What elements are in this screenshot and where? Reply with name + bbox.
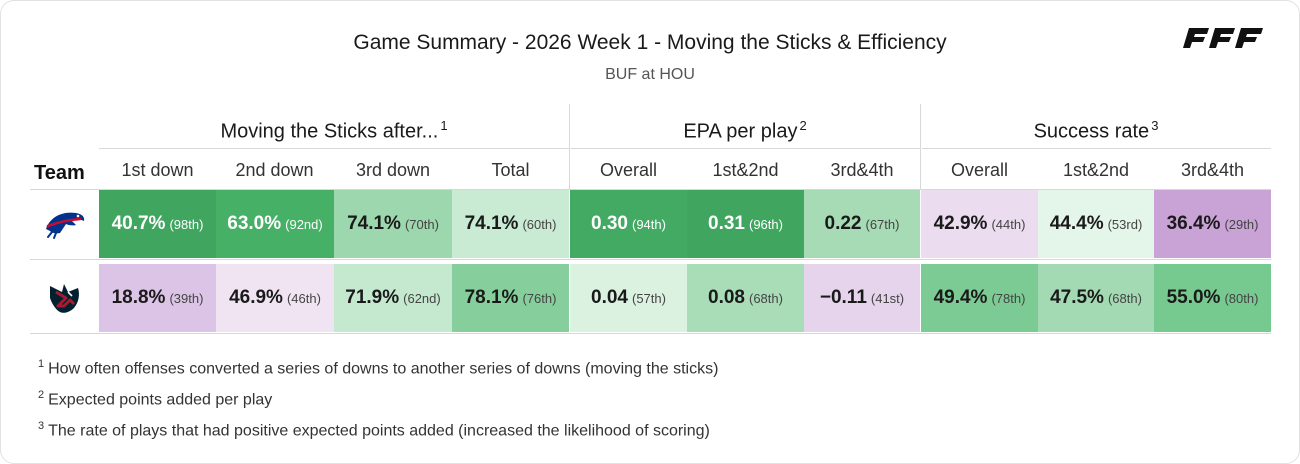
group-underline (99, 148, 569, 149)
stat-cell: 78.1% (76th) (452, 264, 569, 332)
team-logo-hou (30, 264, 98, 332)
stat-rank: (76th) (522, 290, 557, 306)
stat-value: 71.9% (345, 287, 400, 308)
stat-value: 74.1% (464, 213, 519, 234)
stat-cell: 42.9% (44th) (921, 190, 1038, 258)
stat-cell: 40.7% (98th) (99, 190, 216, 258)
stat-value: 0.30 (591, 213, 628, 234)
stat-value: 0.31 (708, 213, 745, 234)
group-divider (569, 104, 570, 190)
stat-value: 44.4% (1049, 213, 1104, 234)
stat-value: 42.9% (933, 213, 988, 234)
column-header: 3rd&4th (1180, 160, 1245, 180)
stat-rank: (80th) (1224, 290, 1259, 306)
stat-cell: 49.4% (78th) (921, 264, 1038, 332)
stat-value: 74.1% (347, 213, 401, 234)
stat-rank: (46th) (286, 290, 321, 306)
bills-logo-icon (46, 212, 85, 239)
group-underline (571, 148, 920, 149)
stat-cell: 63.0% (92nd) (216, 190, 334, 258)
stat-cell: 0.30 (94th) (570, 190, 687, 258)
group-header-moving-sticks: Moving the Sticks after... 1 (220, 118, 448, 143)
stat-rank: (39th) (169, 290, 204, 306)
stat-value: 47.5% (1050, 287, 1104, 308)
stat-cell: 18.8% (39th) (99, 264, 216, 332)
group-header-epa: EPA per play 2 (683, 118, 807, 143)
stat-rank: (96th) (749, 216, 783, 232)
stat-value: 0.08 (708, 287, 745, 308)
header-divider (30, 189, 1271, 190)
stat-rank: (57th) (632, 290, 666, 306)
stat-cell: 47.5% (68th) (1038, 264, 1154, 332)
column-header: 1st&2nd (712, 160, 779, 180)
column-header: 1st down (121, 160, 194, 180)
stat-rank: (68th) (1107, 290, 1142, 306)
stat-rank: (29th) (1224, 216, 1259, 232)
column-header: 1st&2nd (1062, 160, 1130, 180)
stat-value: 78.1% (464, 287, 519, 308)
stat-cell: 0.04 (57th) (570, 264, 687, 332)
group-underline (922, 148, 1271, 149)
stat-cell: 74.1% (60th) (452, 190, 569, 258)
column-header: Overall (950, 160, 1008, 180)
footnote-1: 1 How often offenses converted a series o… (38, 358, 719, 378)
stat-rank: (68th) (749, 290, 783, 306)
stat-value: 36.4% (1166, 213, 1221, 234)
stat-cell: 0.22 (67th) (804, 190, 920, 258)
column-header: 2nd down (235, 160, 314, 180)
stat-value: −0.11 (819, 287, 867, 308)
stat-rank: (41st) (870, 290, 905, 306)
stat-cell: 0.31 (96th) (687, 190, 804, 258)
stat-value: 55.0% (1166, 287, 1221, 308)
stat-value: 0.04 (591, 287, 628, 308)
row-divider (30, 333, 1271, 334)
game-subtitle: BUF at HOU (605, 66, 695, 83)
stat-cell: −0.11 (41st) (804, 264, 920, 332)
stat-value: 18.8% (111, 287, 166, 308)
column-header: 3rd down (355, 160, 431, 180)
group-header-success-rate: Success rate 3 (1033, 118, 1159, 143)
group-divider (920, 104, 921, 190)
stat-rank: (44th) (991, 216, 1026, 232)
stat-cell: 74.1% (70th) (334, 190, 452, 258)
stat-cell: 0.08 (68th) (687, 264, 804, 332)
stat-rank: (67th) (865, 216, 900, 232)
stat-cell: 36.4% (29th) (1154, 190, 1271, 258)
team-column-header: Team (34, 162, 85, 184)
footnote-2: 2 Expected points added per play (38, 389, 273, 409)
stat-rank: (62nd) (403, 290, 441, 306)
stat-rank: (78th) (991, 290, 1026, 306)
stat-cell: 44.4% (53rd) (1038, 190, 1154, 258)
stat-rank: (98th) (169, 216, 204, 232)
page-title: Game Summary - 2026 Week 1 - Moving the … (353, 31, 947, 54)
pff-logo-icon (1183, 28, 1263, 48)
team-logo-buf (30, 190, 98, 258)
stat-cell: 55.0% (80th) (1154, 264, 1271, 332)
footnote-3: 3 The rate of plays that had positive exp… (38, 420, 710, 440)
column-header: Overall (599, 160, 657, 180)
row-divider (30, 259, 1271, 260)
column-header: Total (491, 160, 530, 180)
stat-rank: (60th) (522, 216, 557, 232)
stat-value: 0.22 (824, 213, 862, 234)
stat-value: 49.4% (933, 287, 988, 308)
stat-value: 63.0% (227, 213, 282, 234)
stat-rank: (92nd) (285, 216, 323, 232)
stat-value: 40.7% (111, 213, 166, 234)
column-header: 3rd&4th (830, 160, 894, 180)
stat-cell: 71.9% (62nd) (334, 264, 452, 332)
stat-cell: 46.9% (46th) (216, 264, 334, 332)
stat-rank: (53rd) (1107, 216, 1143, 232)
stat-rank: (94th) (632, 216, 666, 232)
stat-value: 46.9% (229, 287, 283, 308)
stat-rank: (70th) (404, 216, 439, 232)
texans-logo-icon (50, 284, 79, 313)
